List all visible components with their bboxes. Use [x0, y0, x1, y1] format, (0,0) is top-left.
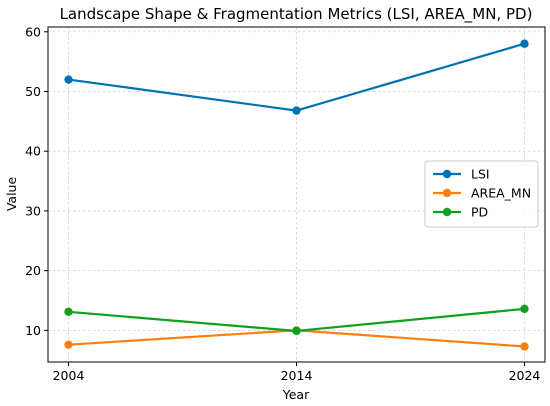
y-tick-label: 40	[25, 144, 41, 159]
x-axis-label: Year	[282, 387, 310, 402]
data-point-lsi	[520, 39, 529, 48]
data-point-pd	[292, 326, 301, 336]
data-point-pd	[520, 304, 529, 314]
legend-label-lsi: LSI	[471, 167, 490, 182]
y-tick-label: 20	[25, 263, 41, 278]
legend-marker-lsi	[442, 169, 452, 179]
legend-label-pd: PD	[471, 205, 488, 220]
y-axis: 10 20 30 40 50 60	[25, 24, 48, 338]
legend-box	[424, 160, 539, 228]
x-tick-label: 2004	[53, 368, 85, 383]
data-point-area-mn	[520, 342, 529, 351]
x-axis: 2004 2014 2024	[53, 362, 541, 383]
x-tick-label: 2014	[281, 368, 313, 383]
series-group	[64, 39, 529, 351]
data-point-lsi	[64, 75, 73, 84]
data-point-lsi	[292, 106, 301, 115]
y-axis-label: Value	[4, 177, 19, 212]
y-tick-label: 60	[25, 24, 41, 39]
data-point-pd	[64, 307, 73, 317]
legend-marker-pd	[442, 207, 452, 217]
y-tick-label: 30	[25, 203, 41, 218]
legend-marker-area-mn	[442, 188, 452, 198]
data-point-area-mn	[64, 340, 73, 349]
legend: LSI AREA_MN PD	[424, 160, 539, 228]
x-tick-label: 2024	[509, 368, 541, 383]
legend-label-area-mn: AREA_MN	[471, 186, 531, 201]
chart-title: Landscape Shape & Fragmentation Metrics …	[60, 5, 533, 24]
y-tick-label: 50	[25, 84, 41, 99]
y-tick-label: 10	[25, 323, 41, 338]
